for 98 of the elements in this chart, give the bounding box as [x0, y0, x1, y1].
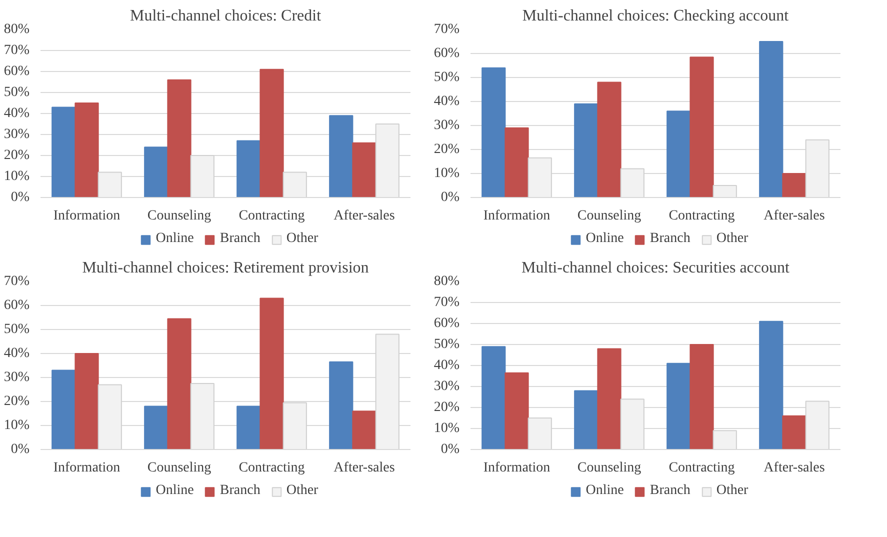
x-tick-label: Counseling — [147, 208, 212, 224]
y-tick-label: 50% — [434, 337, 460, 352]
bar — [74, 102, 99, 198]
x-tick-label: Contracting — [668, 460, 735, 476]
bar — [690, 344, 714, 450]
y-tick-label: 60% — [4, 298, 30, 313]
bar — [504, 372, 529, 450]
bar — [236, 406, 261, 450]
x-tick-label: After-sales — [764, 208, 825, 224]
y-tick-label: 40% — [434, 358, 460, 373]
y-tick-label: 50% — [4, 85, 30, 100]
y-tick-label: 70% — [4, 274, 30, 289]
x-tick-label: Contracting — [238, 208, 305, 224]
legend-label: Other — [716, 483, 748, 499]
y-tick-label: 50% — [4, 322, 30, 337]
y-tick-label: 0% — [440, 442, 460, 457]
bar — [52, 370, 76, 450]
bar — [144, 406, 168, 450]
y-tick-label: 20% — [4, 148, 30, 163]
y-tick-label: 60% — [434, 316, 460, 331]
legend-label: Branch — [650, 231, 690, 247]
bar — [167, 79, 192, 198]
bar — [260, 298, 284, 450]
x-tick-label: Information — [483, 460, 550, 476]
y-tick-label: 60% — [434, 46, 460, 61]
bar — [666, 110, 691, 198]
x-tick-label: Information — [53, 460, 120, 476]
bar — [74, 353, 99, 450]
legend-label: Online — [156, 483, 194, 499]
bar — [352, 410, 376, 450]
y-tick-label: 80% — [434, 274, 460, 289]
y-tick-label: 80% — [4, 22, 30, 37]
bar — [690, 56, 714, 198]
y-tick-label: 20% — [434, 142, 460, 157]
legend-label: Other — [286, 231, 318, 247]
legend-label: Other — [716, 231, 748, 247]
legend-label: Online — [586, 231, 624, 247]
y-tick-label: 10% — [434, 166, 460, 181]
bar — [666, 362, 691, 450]
bar — [782, 173, 806, 198]
x-tick-label: After-sales — [334, 208, 395, 224]
y-tick-label: 30% — [4, 127, 30, 142]
bar — [504, 127, 529, 198]
y-tick-label: 30% — [4, 370, 30, 385]
bar — [597, 82, 622, 198]
y-tick-label: 0% — [10, 442, 30, 457]
y-tick-label: 50% — [434, 70, 460, 85]
x-tick-label: Counseling — [577, 208, 642, 224]
bar — [52, 106, 76, 198]
bar — [167, 318, 192, 450]
y-tick-label: 0% — [10, 190, 30, 205]
y-tick-label: 30% — [434, 118, 460, 133]
y-tick-label: 10% — [4, 169, 30, 184]
bar — [759, 320, 784, 450]
y-tick-label: 60% — [4, 64, 30, 79]
bar — [782, 415, 806, 450]
bar — [260, 68, 284, 198]
y-tick-label: 10% — [434, 421, 460, 436]
x-tick-label: After-sales — [334, 460, 395, 476]
bar — [329, 115, 354, 198]
bar — [574, 103, 598, 198]
bar — [482, 346, 506, 450]
x-tick-label: Information — [53, 208, 120, 224]
legend-label: Online — [156, 231, 194, 247]
y-tick-label: 70% — [4, 43, 30, 58]
chart-title: Multi-channel choices: Securities account — [522, 260, 790, 276]
chart-title: Multi-channel choices: Credit — [130, 8, 322, 24]
legend-label: Online — [586, 483, 624, 499]
legend-label: Branch — [220, 483, 260, 499]
legend-label: Other — [286, 483, 318, 499]
y-tick-label: 10% — [4, 418, 30, 433]
y-tick-label: 0% — [440, 190, 460, 205]
y-tick-label: 70% — [434, 295, 460, 310]
legend-label: Branch — [650, 483, 690, 499]
bar — [144, 146, 168, 198]
y-tick-label: 30% — [434, 379, 460, 394]
legend-label: Branch — [220, 231, 260, 247]
x-tick-label: Contracting — [668, 208, 735, 224]
bar — [352, 142, 376, 198]
x-tick-label: Counseling — [577, 460, 642, 476]
chart-title: Multi-channel choices: Checking account — [522, 8, 790, 24]
y-tick-label: 40% — [4, 346, 30, 361]
y-tick-label: 20% — [434, 400, 460, 415]
y-tick-label: 40% — [4, 106, 30, 121]
y-tick-label: 20% — [4, 394, 30, 409]
y-tick-label: 40% — [434, 94, 460, 109]
y-tick-label: 70% — [434, 22, 460, 37]
x-tick-label: Information — [483, 208, 550, 224]
bar — [759, 41, 784, 198]
x-tick-label: After-sales — [764, 460, 825, 476]
x-tick-label: Counseling — [147, 460, 212, 476]
x-tick-label: Contracting — [238, 460, 305, 476]
chart-title: Multi-channel choices: Retirement provision — [82, 260, 369, 276]
bar — [597, 348, 622, 450]
bar — [482, 67, 506, 198]
bar — [329, 361, 354, 450]
bar — [574, 390, 598, 450]
bar — [236, 140, 261, 198]
